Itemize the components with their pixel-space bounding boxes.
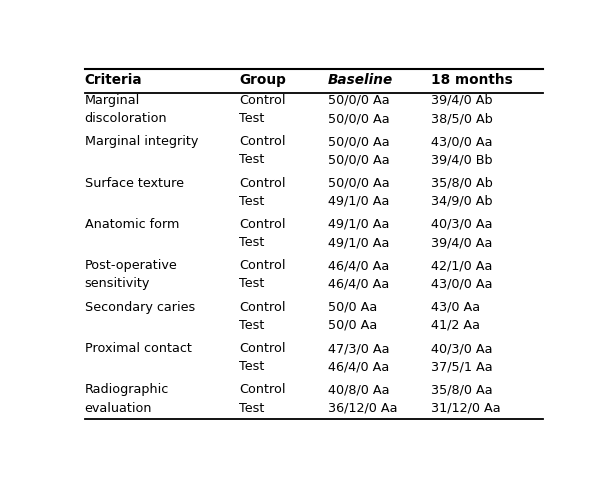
Text: 40/3/0 Aa: 40/3/0 Aa [431,217,492,230]
Text: 46/4/0 Aa: 46/4/0 Aa [328,360,389,372]
Text: evaluation: evaluation [84,401,152,414]
Text: Criteria: Criteria [84,73,142,87]
Text: Control: Control [239,259,285,272]
Text: Secondary caries: Secondary caries [84,300,195,313]
Text: Marginal integrity: Marginal integrity [84,135,198,148]
Text: 49/1/0 Aa: 49/1/0 Aa [328,217,389,230]
Text: discoloration: discoloration [84,112,168,125]
Text: Control: Control [239,135,285,148]
Text: Test: Test [239,153,264,166]
Text: 43/0 Aa: 43/0 Aa [431,300,479,313]
Text: 46/4/0 Aa: 46/4/0 Aa [328,277,389,290]
Text: Control: Control [239,176,285,189]
Text: 37/5/1 Aa: 37/5/1 Aa [431,360,492,372]
Text: Test: Test [239,235,264,248]
Text: 39/4/0 Ab: 39/4/0 Ab [431,94,492,107]
Text: 40/3/0 Aa: 40/3/0 Aa [431,341,492,354]
Text: Radiographic: Radiographic [84,383,169,396]
Text: Proximal contact: Proximal contact [84,341,192,354]
Text: 43/0/0 Aa: 43/0/0 Aa [431,135,492,148]
Text: Marginal: Marginal [84,94,140,107]
Text: 35/8/0 Aa: 35/8/0 Aa [431,383,492,396]
Text: Control: Control [239,300,285,313]
Text: Group: Group [239,73,286,87]
Text: Control: Control [239,94,285,107]
Text: 50/0 Aa: 50/0 Aa [328,300,377,313]
Text: 41/2 Aa: 41/2 Aa [431,318,479,331]
Text: Post-operative: Post-operative [84,259,177,272]
Text: Test: Test [239,194,264,207]
Text: Surface texture: Surface texture [84,176,184,189]
Text: 50/0/0 Aa: 50/0/0 Aa [328,135,390,148]
Text: Test: Test [239,360,264,372]
Text: 34/9/0 Ab: 34/9/0 Ab [431,194,492,207]
Text: 35/8/0 Ab: 35/8/0 Ab [431,176,493,189]
Text: 36/12/0 Aa: 36/12/0 Aa [328,401,397,414]
Text: 50/0/0 Aa: 50/0/0 Aa [328,112,390,125]
Text: 50/0 Aa: 50/0 Aa [328,318,377,331]
Text: 18 months: 18 months [431,73,513,87]
Text: 50/0/0 Aa: 50/0/0 Aa [328,94,390,107]
Text: 43/0/0 Aa: 43/0/0 Aa [431,277,492,290]
Text: 46/4/0 Aa: 46/4/0 Aa [328,259,389,272]
Text: 42/1/0 Aa: 42/1/0 Aa [431,259,492,272]
Text: sensitivity: sensitivity [84,277,150,290]
Text: 50/0/0 Aa: 50/0/0 Aa [328,176,390,189]
Text: Control: Control [239,217,285,230]
Text: 50/0/0 Aa: 50/0/0 Aa [328,153,390,166]
Text: Control: Control [239,341,285,354]
Text: Test: Test [239,112,264,125]
Text: Control: Control [239,383,285,396]
Text: Anatomic form: Anatomic form [84,217,179,230]
Text: 49/1/0 Aa: 49/1/0 Aa [328,194,389,207]
Text: 47/3/0 Aa: 47/3/0 Aa [328,341,389,354]
Text: 38/5/0 Ab: 38/5/0 Ab [431,112,493,125]
Text: 49/1/0 Aa: 49/1/0 Aa [328,235,389,248]
Text: 39/4/0 Aa: 39/4/0 Aa [431,235,492,248]
Text: Test: Test [239,277,264,290]
Text: Baseline: Baseline [328,73,393,87]
Text: Test: Test [239,401,264,414]
Text: Test: Test [239,318,264,331]
Text: 39/4/0 Bb: 39/4/0 Bb [431,153,492,166]
Text: 40/8/0 Aa: 40/8/0 Aa [328,383,389,396]
Text: 31/12/0 Aa: 31/12/0 Aa [431,401,500,414]
